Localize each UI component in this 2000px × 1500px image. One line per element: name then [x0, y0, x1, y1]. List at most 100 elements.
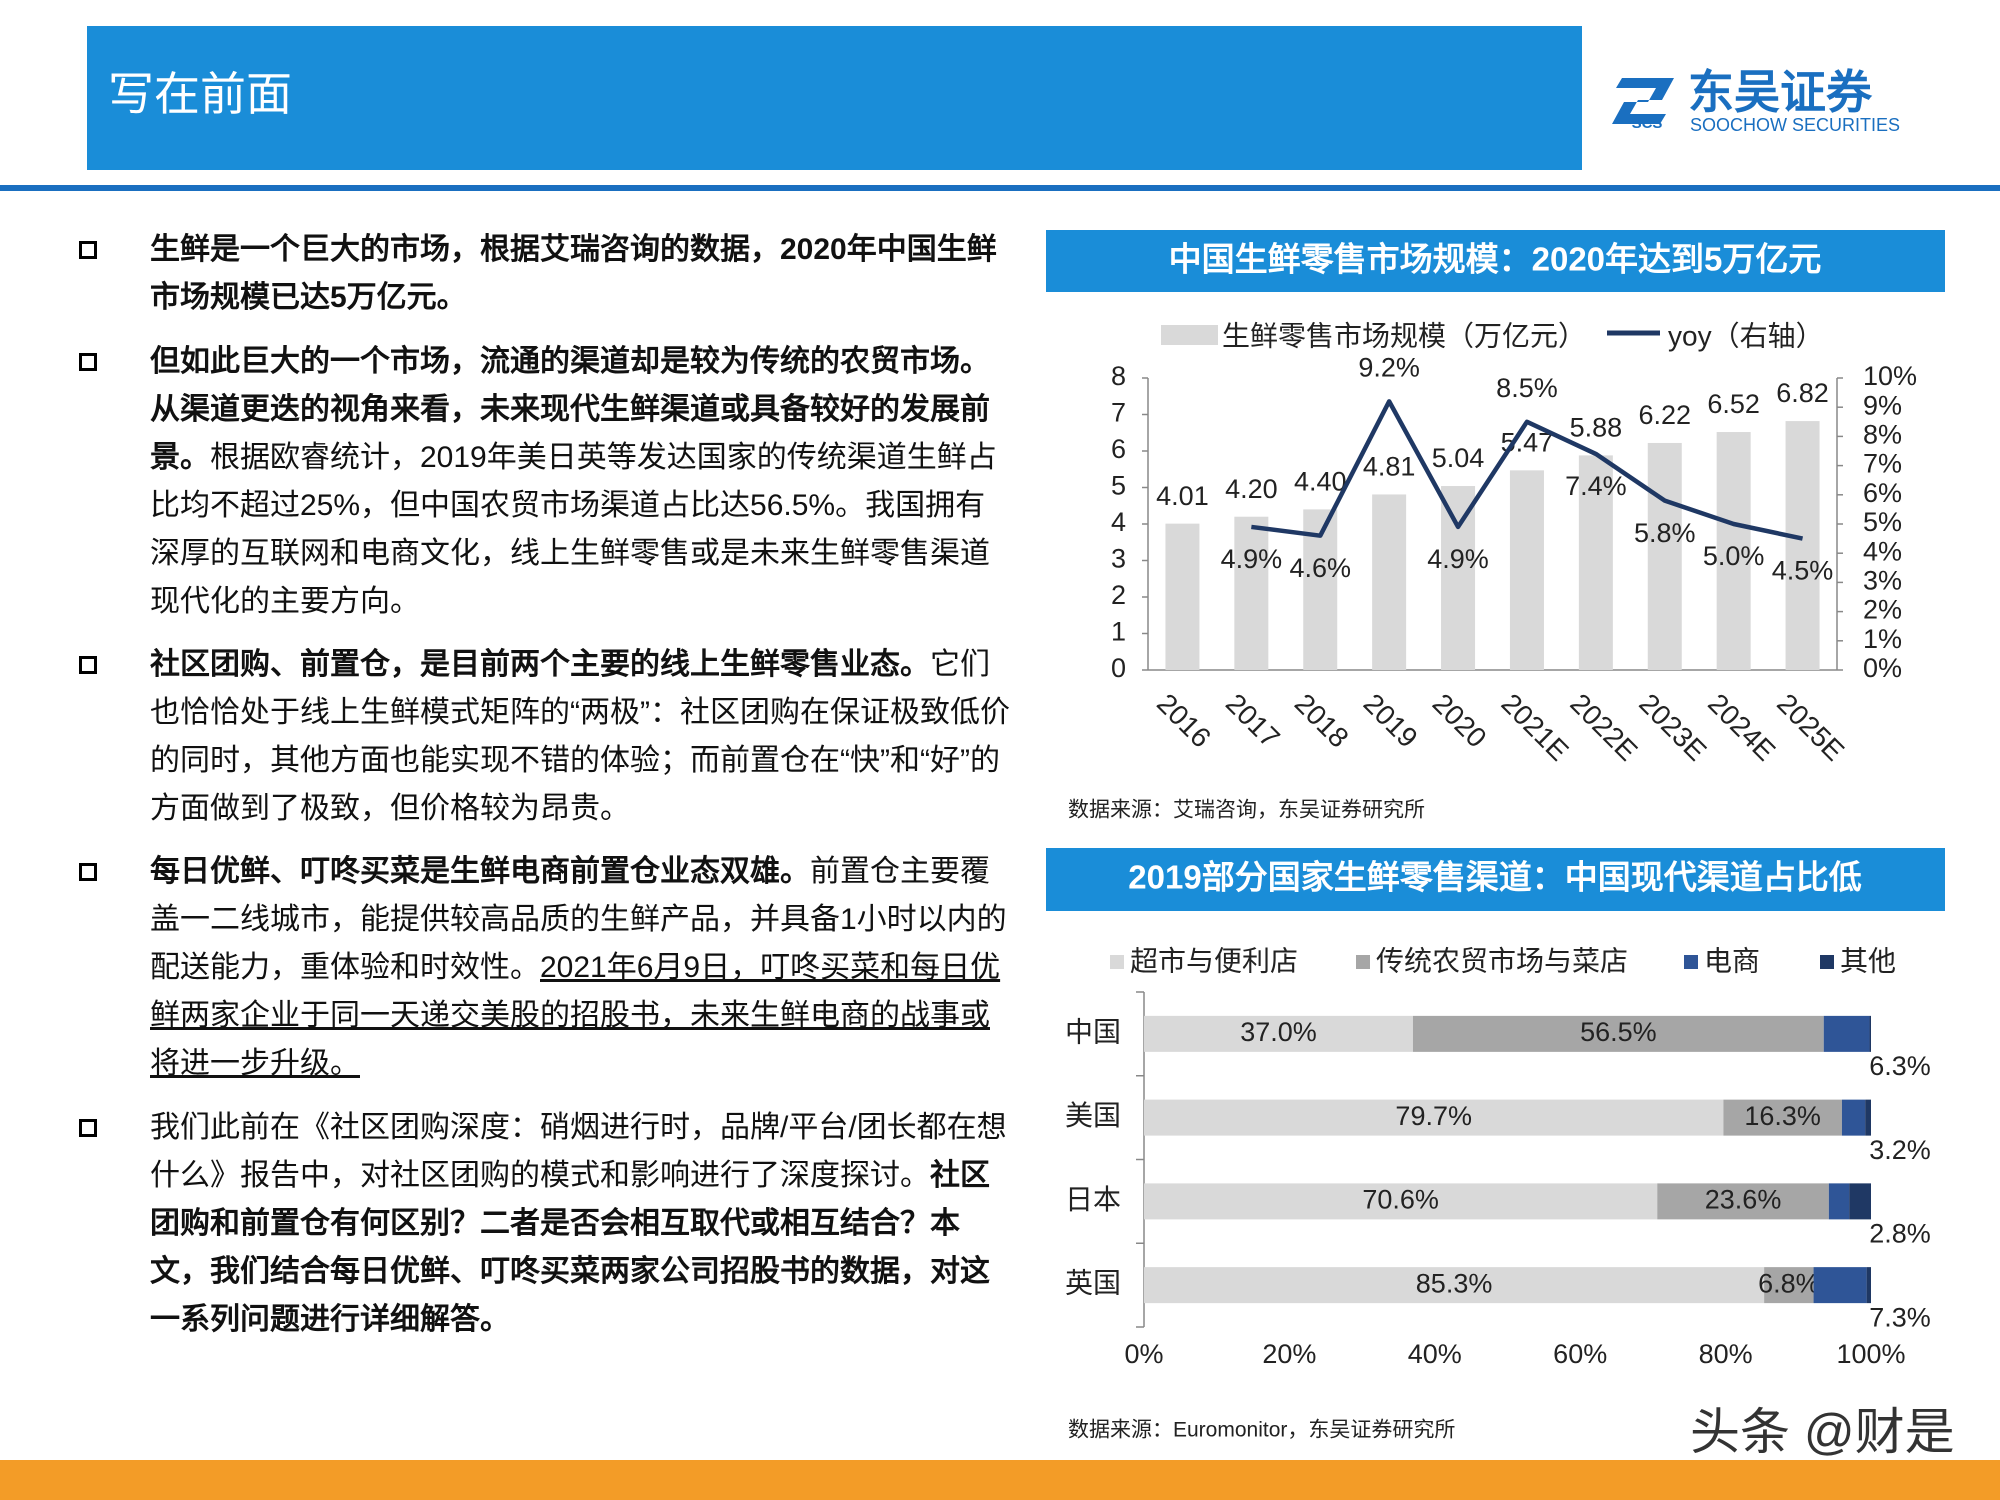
logo-en: SOOCHOW SECURITIES [1690, 115, 1900, 135]
bar-segment [1849, 1183, 1871, 1220]
bar-segment [1764, 1267, 1814, 1304]
y-tick-label: 5 [1111, 471, 1126, 501]
legend-label: 其他 [1840, 945, 1896, 976]
y-tick-label: 3 [1111, 544, 1126, 574]
legend-swatch [1684, 955, 1698, 969]
line-label: 7.4% [1565, 471, 1627, 501]
bar-label: 3.2% [1869, 1135, 1931, 1165]
bullet-text: 它们也恰恰处于线上生鲜模式矩阵的“两极”：社区团购在保证极致低价的同时，其他方面… [150, 648, 1010, 825]
bar-label: 6.8% [1758, 1268, 1820, 1298]
bar-label: 5.04 [1432, 443, 1485, 473]
bullet: 生鲜是一个巨大的市场，根据艾瑞咨询的数据，2020年中国生鲜市场规模已达5万亿元… [150, 226, 1010, 322]
logo: SCS 东吴证券 SOOCHOW SECURITIES [1612, 66, 1900, 135]
line [1251, 399, 1804, 541]
x-tick-label: 2021E [1495, 688, 1574, 767]
x-tick-label: 20% [1262, 1339, 1316, 1369]
bar-label: 6.52 [1707, 389, 1760, 419]
bullet-text: 社区团购、前置仓，是目前两个主要的线上生鲜零售业态。 [150, 648, 930, 681]
y2-tick-label: 0% [1863, 653, 1902, 683]
bar-label: 56.5% [1580, 1017, 1657, 1047]
bar-label: 4.40 [1294, 467, 1347, 497]
y-tick-label: 4 [1111, 507, 1126, 537]
x-tick-label: 2016 [1151, 688, 1217, 754]
line-label: 5.0% [1703, 541, 1765, 571]
bar-segment [1723, 1099, 1842, 1136]
line-label: 4.6% [1289, 553, 1351, 583]
legend-label: 超市与便利店 [1130, 945, 1298, 976]
x-tick-label: 40% [1408, 1339, 1462, 1369]
bullet-text: 生鲜是一个巨大的市场，根据艾瑞咨询的数据，2020年中国生鲜市场规模已达5万亿元… [150, 233, 997, 314]
bar-segment [1841, 1099, 1866, 1136]
bullet-icon [79, 1119, 97, 1137]
bar-label: 85.3% [1416, 1268, 1493, 1298]
bar-segment [1828, 1183, 1850, 1220]
bar-label: 6.22 [1638, 400, 1691, 430]
x-tick-label: 2024E [1702, 688, 1781, 767]
legend-swatch [1356, 955, 1370, 969]
bullet-icon [79, 241, 97, 259]
bar-label: 37.0% [1240, 1017, 1317, 1047]
bar-label: 16.3% [1744, 1101, 1821, 1131]
y2-tick-label: 2% [1863, 595, 1902, 625]
bar [1234, 516, 1269, 670]
y2-tick-label: 6% [1863, 478, 1902, 508]
bar-segment [1866, 1267, 1871, 1304]
bar-label: 6.3% [1869, 1051, 1931, 1081]
y2-tick-label: 8% [1863, 420, 1902, 450]
y2-tick-label: 4% [1863, 536, 1902, 566]
bullet-icon [79, 656, 97, 674]
line-label: 4.5% [1772, 556, 1834, 586]
bar [1647, 442, 1682, 670]
x-tick-label: 2022E [1564, 688, 1643, 767]
bar-segment [1813, 1267, 1867, 1304]
bar-segment [1865, 1099, 1871, 1136]
bar-segment [1144, 1099, 1724, 1136]
bullet: 我们此前在《社区团购深度：硝烟进行时，品牌/平台/团长都在想什么》报告中，对社区… [150, 1104, 1010, 1344]
bar-label: 4.20 [1225, 474, 1278, 504]
bar-label: 4.01 [1156, 481, 1209, 511]
chart-banner [1046, 230, 1945, 292]
bar-label: 79.7% [1395, 1101, 1472, 1131]
legend-label: 电商 [1704, 945, 1760, 976]
y-tick-label: 英国 [1065, 1268, 1121, 1299]
bar-segment [1144, 1015, 1413, 1052]
bar [1716, 432, 1751, 670]
y2-tick-label: 9% [1863, 390, 1902, 420]
y-tick-label: 中国 [1065, 1016, 1121, 1047]
x-tick-label: 2017 [1220, 688, 1286, 754]
bar-label: 23.6% [1705, 1185, 1782, 1215]
chart-title: 中国生鲜零售市场规模：2020年达到5万亿元 [1169, 241, 1822, 278]
x-tick-label: 2025E [1771, 688, 1850, 767]
x-tick-label: 100% [1836, 1339, 1905, 1369]
bullet-text: 我们此前在《社区团购深度：硝烟进行时，品牌/平台/团长都在想什么》报告中，对社区… [150, 1111, 1007, 1192]
x-tick-label: 80% [1699, 1339, 1753, 1369]
chart-banner [1046, 848, 1945, 911]
bullet: 但如此巨大的一个市场，流通的渠道却是较为传统的农贸市场。从渠道更迭的视角来看，未… [150, 338, 1010, 626]
bar-segment [1657, 1183, 1829, 1220]
bar [1372, 494, 1407, 670]
bullet-text: 根据欧睿统计，2019年美日英等发达国家的传统渠道生鲜占比均不超过25%，但中国… [150, 441, 997, 618]
header-bar [87, 26, 1582, 170]
bar [1165, 523, 1200, 670]
legend-swatch [1820, 955, 1834, 969]
y-tick-label: 1 [1111, 617, 1126, 647]
bullet-text: 但如此巨大的一个市场，流通的渠道却是较为传统的农贸市场。从渠道更迭的视角来看，未… [150, 345, 990, 474]
y2-tick-label: 7% [1863, 449, 1902, 479]
watermark: 头条 @财是 [1690, 1404, 1955, 1460]
bar [1509, 470, 1544, 670]
bullet-text: 社区团购和前置仓有何区别？二者是否会相互取代或相互结合？本文，我们结合每日优鲜、… [150, 1159, 990, 1336]
bar-label: 4.81 [1363, 452, 1416, 482]
chart-source: 数据来源：Euromonitor，东吴证券研究所 [1068, 1419, 1455, 1442]
bar [1785, 421, 1820, 670]
y2-tick-label: 1% [1863, 624, 1902, 654]
header-title: 写在前面 [108, 68, 292, 120]
y2-tick-label: 10% [1863, 361, 1917, 391]
bar-label: 7.3% [1869, 1302, 1931, 1332]
bullet-text: 前置仓主要覆盖一二线城市，能提供较高品质的生鲜产品，并具备1小时以内的配送能力，… [150, 855, 1007, 984]
legend-swatch [1110, 955, 1124, 969]
legend-label: yoy（右轴） [1668, 320, 1824, 351]
bullet-icon [79, 863, 97, 881]
bar-label: 70.6% [1362, 1185, 1439, 1215]
line-label: 8.5% [1496, 373, 1558, 403]
